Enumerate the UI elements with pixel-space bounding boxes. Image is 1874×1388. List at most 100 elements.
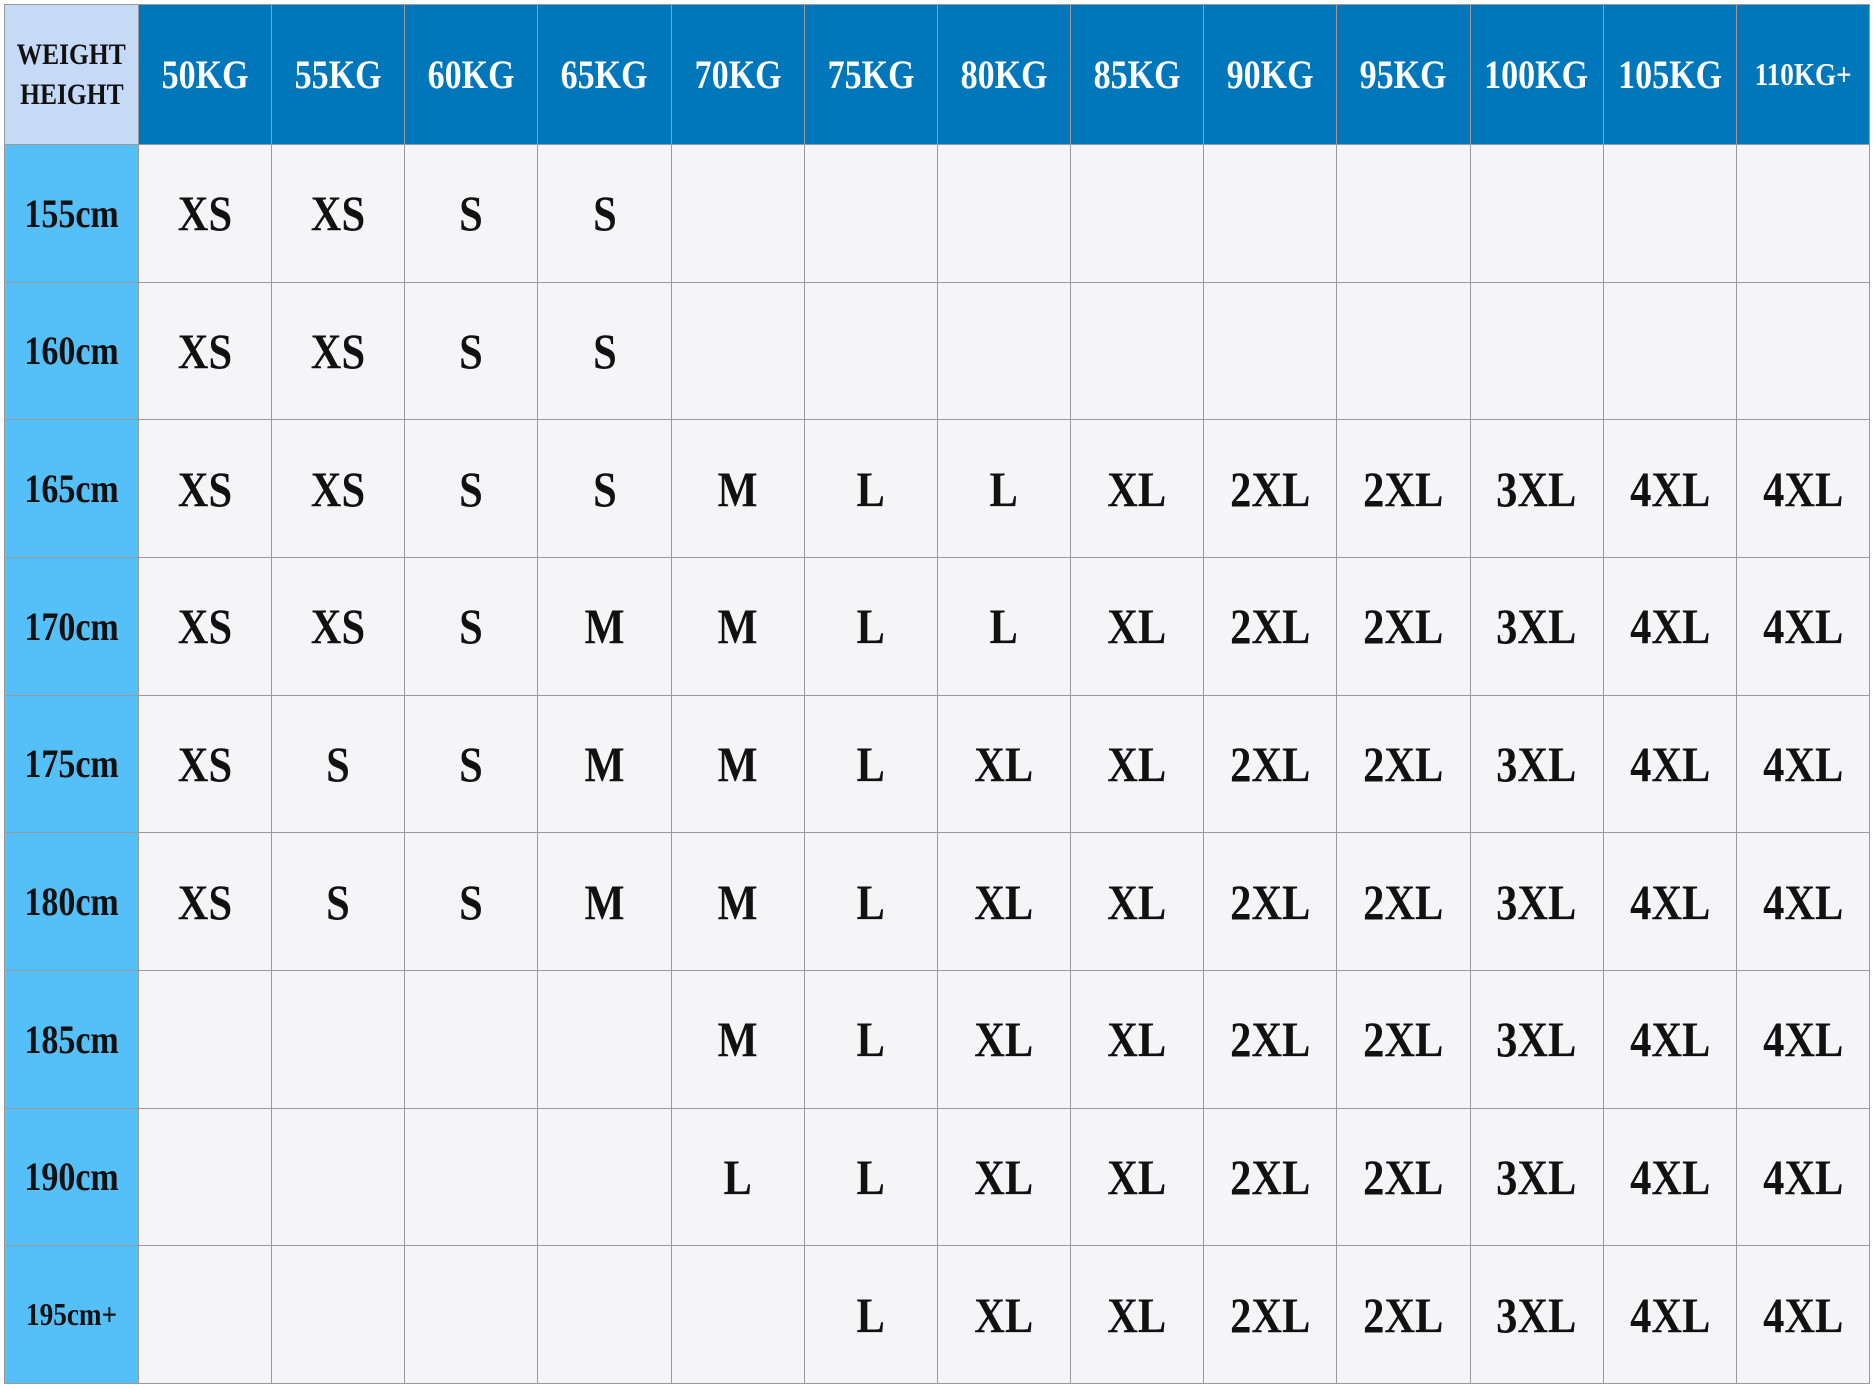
size-cell: L (671, 1108, 804, 1246)
size-cell: S (405, 833, 538, 970)
height-header-text: 175cm (24, 741, 119, 787)
size-cell: 4XL (1736, 420, 1869, 557)
size-cell-text: 2XL (1363, 1148, 1444, 1205)
size-cell: S (538, 420, 671, 557)
size-cell-text: 4XL (1629, 735, 1710, 792)
size-cell (538, 1246, 671, 1383)
size-cell: 3XL (1470, 695, 1603, 833)
size-cell: S (538, 145, 671, 282)
size-cell: 4XL (1736, 971, 1869, 1108)
size-cell-text: 4XL (1629, 598, 1710, 655)
size-cell-text: 4XL (1762, 873, 1844, 930)
size-cell: M (671, 833, 804, 970)
size-cell (139, 1246, 272, 1383)
size-cell: XL (937, 695, 1071, 833)
weight-header: 60KG (405, 5, 538, 144)
corner-top: WEIGHT (16, 37, 127, 71)
size-cell: XS (139, 833, 272, 970)
size-cell-text: XS (177, 322, 233, 379)
size-cell-text: 4XL (1629, 873, 1710, 930)
size-cell (1337, 145, 1470, 282)
size-cell: 2XL (1337, 420, 1470, 557)
size-cell (804, 282, 937, 420)
size-cell: XS (139, 145, 272, 282)
size-cell: L (937, 558, 1071, 695)
size-cell-text: 4XL (1629, 460, 1710, 517)
size-cell: 2XL (1204, 695, 1337, 833)
size-cell: L (804, 558, 937, 695)
size-cell: XL (937, 1108, 1071, 1246)
size-cell: 3XL (1470, 1108, 1603, 1246)
size-cell-text: XS (311, 598, 366, 655)
size-cell (1204, 282, 1337, 420)
size-cell-text: 3XL (1496, 873, 1577, 930)
size-cell-text: S (592, 460, 617, 517)
size-cell-text: XS (311, 185, 366, 242)
size-cell: M (538, 695, 671, 833)
size-cell-text: XL (974, 1011, 1034, 1068)
size-cell-text: 3XL (1496, 735, 1577, 792)
weight-header-text: 90KG (1226, 52, 1314, 97)
weight-header: 55KG (272, 5, 405, 144)
size-cell: 4XL (1736, 558, 1869, 695)
size-cell: XS (272, 558, 405, 695)
size-cell-text: 2XL (1363, 460, 1444, 517)
size-cell (1603, 282, 1736, 420)
height-header: 185cm (5, 971, 138, 1108)
size-cell (272, 1108, 405, 1246)
weight-header-text: 50KG (161, 52, 249, 97)
size-cell-text: 4XL (1629, 1286, 1710, 1343)
size-cell: M (671, 695, 804, 833)
size-cell: XL (937, 833, 1071, 970)
size-cell-text: XS (177, 460, 233, 517)
size-cell: 2XL (1204, 1108, 1337, 1246)
size-cell: M (671, 558, 804, 695)
size-cell: S (272, 695, 405, 833)
size-cell-text: 4XL (1762, 1148, 1844, 1205)
size-cell: M (671, 420, 804, 557)
size-cell (1204, 145, 1337, 282)
size-cell-text: 2XL (1230, 460, 1311, 517)
height-header-text: 160cm (24, 328, 119, 374)
size-cell: S (538, 282, 671, 420)
weight-header-text: 105KG (1617, 52, 1722, 97)
size-cell (1470, 145, 1603, 282)
weight-header: 100KG (1470, 5, 1603, 144)
height-header: 155cm (5, 145, 138, 282)
size-cell: 4XL (1603, 1246, 1736, 1383)
size-cell-text: M (717, 1011, 758, 1068)
height-header-text: 180cm (24, 879, 119, 925)
size-cell-text: 2XL (1363, 1011, 1444, 1068)
size-cell (671, 282, 804, 420)
size-cell-text: M (717, 460, 758, 517)
size-cell: 2XL (1337, 1108, 1470, 1246)
size-cell: M (538, 558, 671, 695)
height-header: 160cm (5, 282, 138, 420)
size-cell-text: XS (311, 322, 366, 379)
size-cell-text: L (989, 598, 1019, 655)
size-cell (139, 1108, 272, 1246)
size-cell: XL (937, 971, 1071, 1108)
size-cell: S (405, 420, 538, 557)
size-cell: XS (139, 420, 272, 557)
size-cell: 2XL (1337, 833, 1470, 970)
size-cell-text: 2XL (1363, 598, 1444, 655)
size-cell-text: XL (1107, 1148, 1167, 1205)
size-cell (671, 145, 804, 282)
size-cell-text: S (459, 873, 484, 930)
size-cell: M (671, 971, 804, 1108)
size-cell: M (538, 833, 671, 970)
size-cell: 2XL (1204, 833, 1337, 970)
size-cell: L (804, 420, 937, 557)
height-header-text: 165cm (24, 466, 119, 512)
size-cell: L (804, 1108, 937, 1246)
size-cell: L (804, 1246, 937, 1383)
size-cell: XS (139, 558, 272, 695)
size-cell-text: L (856, 873, 886, 930)
size-cell: 3XL (1470, 558, 1603, 695)
height-header: 195cm+ (5, 1246, 138, 1383)
size-cell: 4XL (1736, 695, 1869, 833)
size-cell-text: M (584, 735, 625, 792)
size-cell-text: XS (311, 460, 366, 517)
size-cell: XS (272, 282, 405, 420)
